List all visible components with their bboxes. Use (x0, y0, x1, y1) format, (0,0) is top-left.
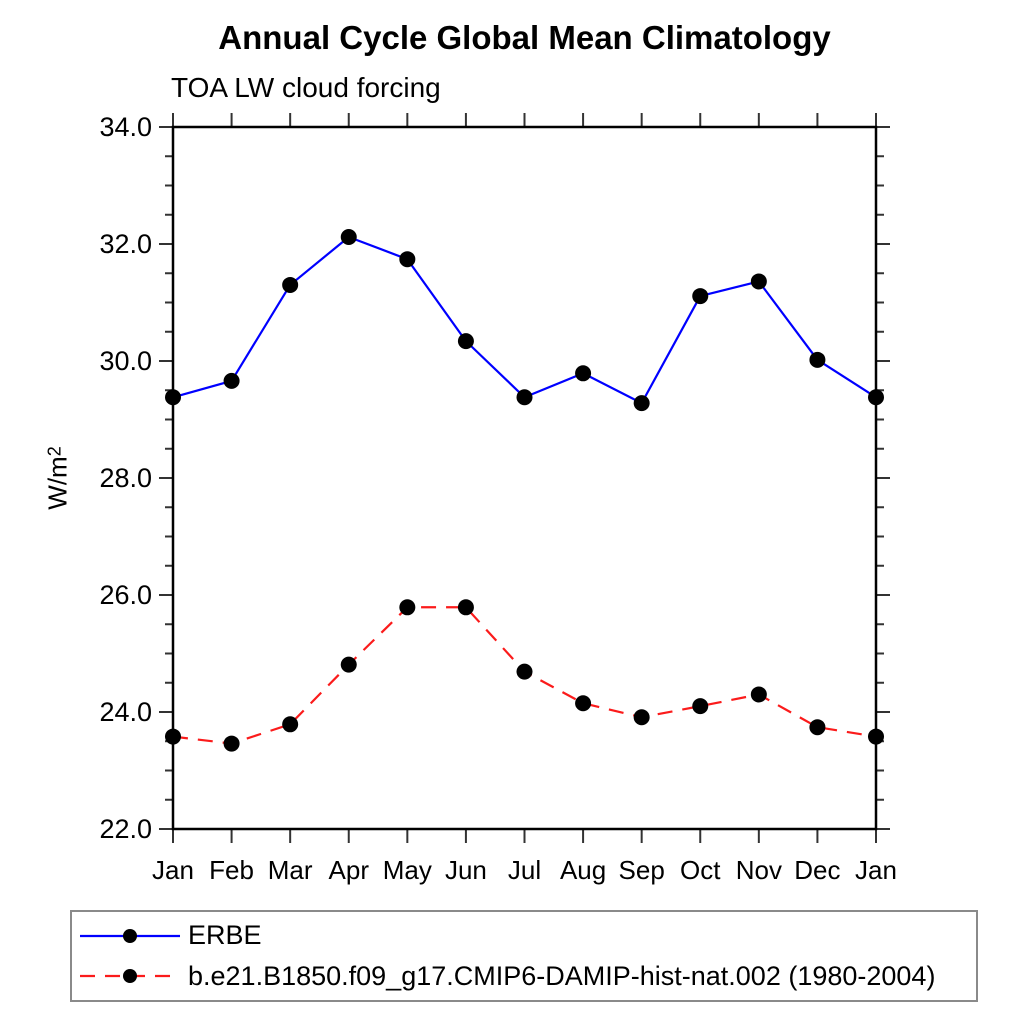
data-point-marker (516, 663, 533, 680)
y-tick-label: 24.0 (99, 697, 152, 727)
data-point-marker (809, 351, 826, 368)
y-tick-label: 22.0 (99, 814, 152, 844)
x-tick-label: Oct (680, 855, 721, 885)
x-tick-label: Dec (794, 855, 840, 885)
x-tick-label: Aug (560, 855, 606, 885)
x-tick-label: Mar (268, 855, 313, 885)
data-point-marker (692, 698, 709, 715)
y-tick-label: 32.0 (99, 229, 152, 259)
data-point-marker (575, 695, 592, 712)
chart-subtitle: TOA LW cloud forcing (171, 72, 441, 103)
data-point-marker (165, 728, 181, 745)
data-point-marker (399, 251, 416, 268)
data-point-marker (750, 686, 767, 703)
y-tick-label: 34.0 (99, 112, 152, 142)
legend-swatch-solid-line (80, 928, 180, 943)
data-point-marker (868, 728, 884, 745)
x-tick-label: Jan (855, 855, 897, 885)
axis-frame (171, 125, 878, 831)
data-point-marker (165, 389, 181, 406)
data-point-marker (457, 333, 474, 350)
data-point-marker (399, 599, 416, 616)
legend-item: b.e21.B1850.f09_g17.CMIP6-DAMIP-hist-nat… (78, 959, 976, 993)
data-point-marker (809, 719, 826, 736)
data-point-marker (633, 709, 650, 726)
x-tick-label: Sep (619, 855, 665, 885)
data-point-marker (223, 372, 240, 389)
data-point-marker (282, 276, 299, 293)
legend-label: ERBE (188, 920, 262, 951)
legend: ERBE b.e21.B1850.f09_g17.CMIP6-DAMIP-hist… (70, 910, 978, 1002)
legend-label: b.e21.B1850.f09_g17.CMIP6-DAMIP-hist-nat… (188, 960, 936, 991)
data-point-marker (633, 395, 650, 412)
data-point-marker (750, 273, 767, 290)
x-tick-label: Jun (445, 855, 487, 885)
x-tick-label: May (383, 855, 432, 885)
x-tick-label: Apr (329, 855, 370, 885)
y-tick-label: 30.0 (99, 346, 152, 376)
x-tick-label: Feb (209, 855, 254, 885)
data-point-marker (340, 228, 357, 245)
data-point-marker (340, 656, 357, 673)
chart-title: Annual Cycle Global Mean Climatology (218, 19, 831, 56)
legend-marker-sample (123, 928, 137, 943)
data-point-marker (516, 389, 533, 406)
data-point-marker (868, 389, 884, 406)
y-tick-label: 26.0 (99, 580, 152, 610)
data-point-marker (282, 716, 299, 733)
x-tick-label: Jul (508, 855, 541, 885)
data-point-marker (223, 735, 240, 752)
series-line-erbe (172, 235, 877, 405)
legend-swatch-dashed-line (80, 969, 180, 984)
data-point-marker (575, 365, 592, 382)
x-tick-label: Nov (736, 855, 782, 885)
y-tick-label: 28.0 (99, 463, 152, 493)
legend-item: ERBE (78, 919, 976, 953)
legend-marker-sample (123, 969, 137, 984)
data-point-marker (457, 599, 474, 616)
data-point-marker (692, 288, 709, 305)
x-tick-label: Jan (152, 855, 194, 885)
